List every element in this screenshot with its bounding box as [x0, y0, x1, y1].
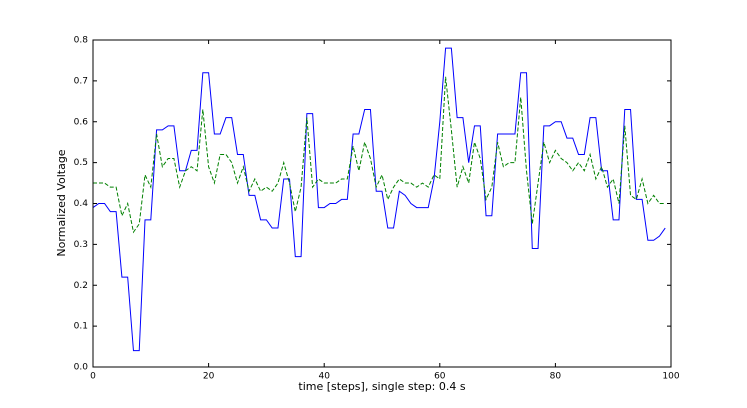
y-tick-label: 0.1 — [74, 322, 88, 332]
y-tick-label: 0.8 — [74, 36, 89, 46]
x-tick-label: 60 — [434, 372, 446, 382]
y-tick-label: 0.7 — [74, 76, 88, 86]
y-tick-label: 0.5 — [74, 158, 88, 168]
y-tick-label: 0.3 — [74, 240, 88, 250]
y-tick-label: 0.6 — [74, 117, 89, 127]
x-tick-label: 40 — [318, 372, 330, 382]
series-line — [92, 47, 666, 352]
y-tick-label: 0.4 — [74, 199, 89, 209]
x-tick-label: 80 — [550, 372, 562, 382]
y-axis-label: Normalized Voltage — [55, 149, 68, 256]
plot-area — [93, 40, 671, 367]
y-tick-label: 0.2 — [74, 281, 88, 291]
x-tick-label: 20 — [203, 372, 215, 382]
series-line — [93, 76, 666, 234]
x-tick-label: 100 — [662, 372, 679, 382]
x-tick-label: 0 — [90, 372, 96, 382]
plot-frame — [92, 39, 672, 368]
y-tick-label: 0.0 — [74, 363, 89, 373]
x-axis-label: time [steps], single step: 0.4 s — [298, 380, 465, 393]
